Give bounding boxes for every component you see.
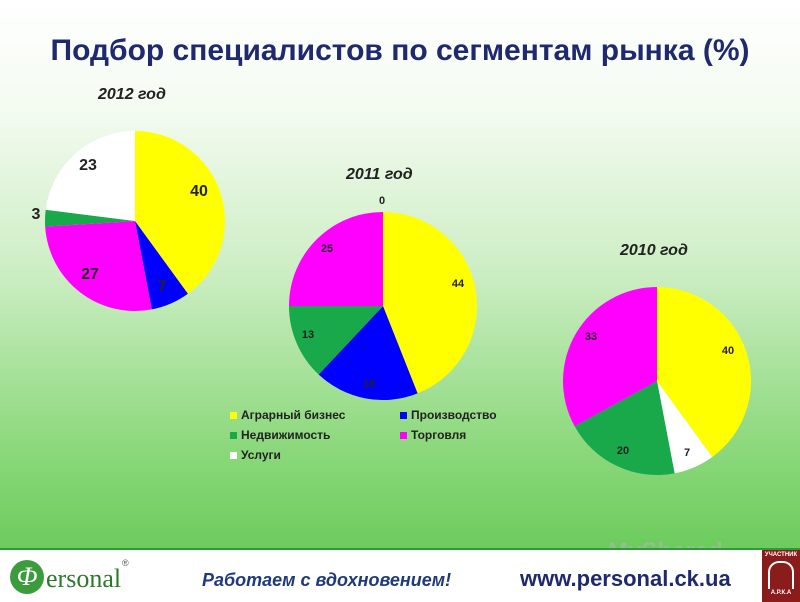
pie-slice-1-0 <box>383 212 477 394</box>
pie-slice-1-1 <box>318 306 418 400</box>
pie-slice-0-3 <box>45 209 135 227</box>
data-label-2-2: 20 <box>617 445 629 457</box>
data-label-2-1: 7 <box>684 447 690 459</box>
footer: Ф ersonal ® Работаем с вдохновением! www… <box>0 548 800 602</box>
website-link[interactable]: www.personal.ck.ua <box>520 566 731 591</box>
pie-charts: 40 7 27 3 23 44 18 13 25 0 40 7 20 33 <box>32 131 751 475</box>
data-label-0-1: 7 <box>158 278 167 295</box>
data-label-1-3: 25 <box>321 243 333 255</box>
legend-swatch <box>230 411 237 419</box>
legend-label: Недвижимость <box>241 428 331 442</box>
data-label-0-2: 27 <box>81 266 99 283</box>
legend-label: Аграрный бизнес <box>241 408 346 422</box>
data-label-1-2: 13 <box>302 329 314 341</box>
legend-item-services: Услуги <box>230 448 400 462</box>
pie-slice-1-2 <box>289 306 383 375</box>
pie-slice-0-4 <box>45 131 135 221</box>
chart-title-2011: 2011 год <box>346 166 413 183</box>
data-label-1-1: 18 <box>363 378 375 390</box>
chart-title-2012: 2012 год <box>98 86 166 103</box>
data-label-1-4: 0 <box>379 195 385 207</box>
arka-badge: УЧАСТНИК А.Р.К.А <box>762 550 800 602</box>
pie-slice-0-1 <box>135 221 188 310</box>
legend-label: Торговля <box>411 428 467 442</box>
legend-swatch <box>230 451 237 459</box>
chart-title-2010: 2010 год <box>620 242 688 259</box>
data-label-2-3: 33 <box>585 331 597 343</box>
slogan: Работаем с вдохновением! <box>202 570 452 590</box>
pie-slice-0-2 <box>45 221 152 311</box>
pie-slice-2-1 <box>657 381 713 474</box>
pie-1: 44 18 13 25 0 <box>289 195 477 400</box>
legend-swatch <box>400 411 407 419</box>
badge-bottom-text: А.Р.К.А <box>770 590 792 596</box>
pie-slice-0-0 <box>135 131 225 294</box>
legend: Аграрный бизнес Производство Недвижимост… <box>230 408 530 462</box>
data-label-1-0: 44 <box>452 278 465 290</box>
badge-top-text: УЧАСТНИК <box>764 552 798 558</box>
legend-swatch <box>230 431 237 439</box>
legend-item-trade: Торговля <box>400 428 530 442</box>
legend-item-realty: Недвижимость <box>230 428 400 442</box>
pie-2: 40 7 20 33 <box>563 287 751 475</box>
legend-item-production: Производство <box>400 408 530 422</box>
pie-slice-2-3 <box>563 287 657 427</box>
pie-slice-2-2 <box>574 381 675 475</box>
logo-text: ersonal <box>46 564 122 593</box>
data-label-0-4: 23 <box>79 157 97 174</box>
arch-icon <box>768 561 794 589</box>
page-title: Подбор специалистов по сегментам рынка (… <box>50 34 750 67</box>
data-label-2-0: 40 <box>722 345 734 357</box>
logo-icon: Ф <box>10 560 44 594</box>
registered-mark: ® <box>122 558 129 568</box>
pie-0: 40 7 27 3 23 <box>32 131 225 311</box>
pie-slice-1-3 <box>289 212 383 306</box>
legend-label: Производство <box>411 408 497 422</box>
legend-swatch <box>400 431 407 439</box>
data-label-0-0: 40 <box>190 183 208 200</box>
legend-label: Услуги <box>241 448 281 462</box>
data-label-0-3: 3 <box>32 206 41 223</box>
pie-slice-2-0 <box>657 287 751 458</box>
legend-item-agro: Аграрный бизнес <box>230 408 400 422</box>
